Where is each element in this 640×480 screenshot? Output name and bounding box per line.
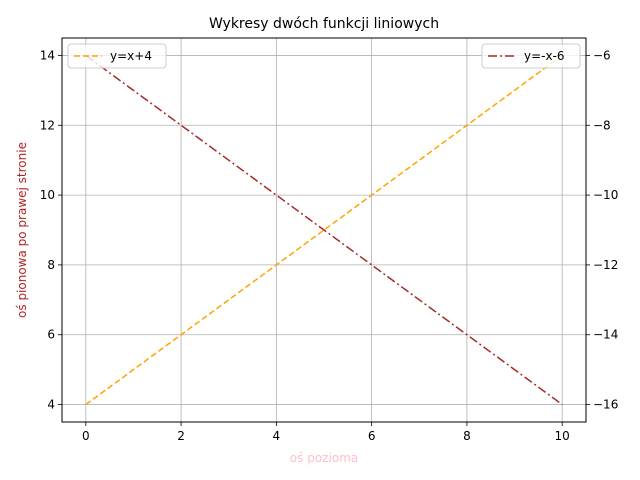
- x-tick-label: 10: [555, 429, 570, 443]
- y-left-axis-ticks: 4 6 8 10 12 14: [40, 48, 62, 412]
- x-tick-label: 2: [177, 429, 185, 443]
- legend-right-label: y=-x-6: [524, 49, 565, 63]
- x-tick-label: 4: [273, 429, 281, 443]
- y-right-tick-label: −8: [593, 118, 611, 132]
- x-tick-label: 6: [368, 429, 376, 443]
- y-right-tick-label: −16: [593, 398, 618, 412]
- y-right-axis-ticks: −16 −14 −12 −10 −8 −6: [586, 48, 618, 412]
- legend-right: y=-x-6: [481, 43, 581, 69]
- x-tick-label: 0: [82, 429, 90, 443]
- y-right-tick-label: −10: [593, 188, 618, 202]
- y-left-tick-label: 4: [47, 398, 55, 412]
- y-left-tick-label: 10: [40, 188, 55, 202]
- legend-left: y=x+4: [67, 43, 167, 69]
- chart-title: Wykresy dwóch funkcji liniowych: [209, 16, 439, 32]
- y-right-tick-label: −12: [593, 258, 618, 272]
- x-tick-label: 8: [463, 429, 471, 443]
- series-line: [85, 54, 563, 406]
- legend-left-box: [67, 43, 167, 69]
- y-right-tick-label: −14: [593, 328, 618, 342]
- y-left-tick-label: 14: [40, 48, 55, 62]
- y-right-tick-label: −6: [593, 48, 611, 62]
- legend-right-box: [481, 43, 581, 69]
- x-axis-ticks: 0 2 4 6 8 10: [82, 422, 570, 443]
- legend-left-label: y=x+4: [110, 49, 152, 63]
- y-left-tick-label: 6: [47, 328, 55, 342]
- y-left-tick-label: 12: [40, 118, 55, 132]
- plot-lines: [85, 54, 563, 406]
- y-axis-label: oś pionowa po prawej stronie: [15, 142, 29, 318]
- x-axis-label: oś pozioma: [290, 451, 358, 465]
- plot-frame: [61, 37, 587, 423]
- y-left-tick-label: 8: [47, 258, 55, 272]
